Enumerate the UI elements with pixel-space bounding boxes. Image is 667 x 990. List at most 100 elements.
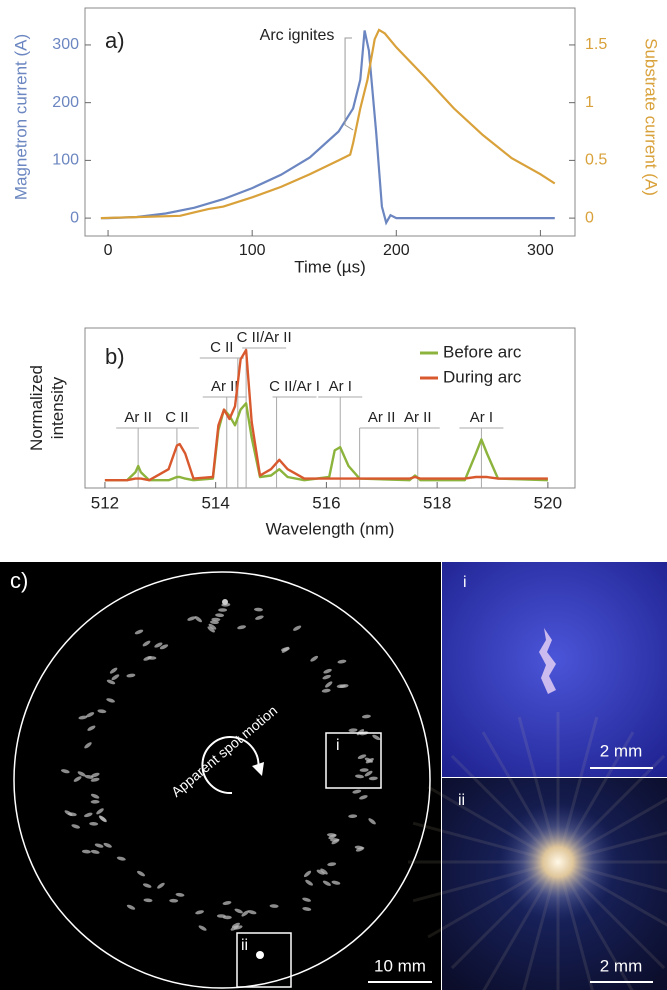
arc-spot bbox=[355, 846, 365, 852]
annotation: Ar II bbox=[211, 378, 239, 395]
legend-label: Before arc bbox=[443, 342, 522, 361]
annotation: Ar II bbox=[124, 409, 152, 426]
arc-spot bbox=[126, 904, 136, 910]
y-tick-label: 200 bbox=[52, 94, 79, 111]
arc-spot bbox=[64, 810, 73, 816]
arc-track bbox=[539, 628, 556, 694]
inset-label: i bbox=[463, 574, 467, 591]
y-axis-label-line: intensity bbox=[48, 376, 67, 439]
arc-spot bbox=[234, 908, 243, 914]
arc-spot bbox=[109, 667, 118, 674]
arc-spot bbox=[337, 659, 347, 664]
y2-tick-label: 1 bbox=[585, 94, 594, 111]
arc-spot bbox=[302, 907, 312, 911]
arc-spot bbox=[364, 770, 373, 777]
x-axis-label: Wavelength (nm) bbox=[266, 519, 395, 538]
arc-spot bbox=[305, 879, 313, 886]
arc-spot bbox=[211, 617, 221, 622]
arc-spot bbox=[216, 914, 226, 918]
arc-spot bbox=[78, 715, 88, 720]
y-axis-label: Magnetron current (A) bbox=[11, 34, 30, 200]
arc-spot bbox=[73, 776, 82, 782]
annotation-leader bbox=[344, 37, 354, 131]
arc-spot bbox=[159, 644, 169, 650]
y2-tick-label: 0.5 bbox=[585, 152, 607, 169]
arc-spot bbox=[157, 882, 165, 889]
arc-spot bbox=[324, 681, 333, 688]
arc-spot bbox=[60, 769, 70, 774]
scale-bar-label: 2 mm bbox=[600, 956, 643, 975]
arc-spot bbox=[143, 656, 152, 661]
data-line bbox=[100, 30, 555, 226]
arc-spot bbox=[322, 674, 331, 680]
arc-spot bbox=[143, 898, 153, 903]
arc-spot bbox=[348, 728, 358, 733]
arc-spot bbox=[207, 626, 215, 633]
arc-spot bbox=[81, 849, 91, 854]
arc-spot bbox=[218, 608, 228, 612]
arc-spot bbox=[241, 910, 249, 917]
scale-bar-label: 2 mm bbox=[600, 741, 643, 760]
arc-spot bbox=[339, 684, 349, 688]
annotation: C II/Ar I bbox=[269, 378, 320, 395]
arc-spot bbox=[331, 880, 341, 885]
data-line bbox=[100, 28, 556, 220]
arc-spot bbox=[106, 679, 116, 685]
arc-spot bbox=[303, 870, 312, 878]
arc-spot bbox=[90, 799, 100, 804]
arc-spot bbox=[195, 910, 204, 915]
annotation: Ar I bbox=[329, 378, 352, 395]
x-tick-label: 300 bbox=[527, 242, 554, 259]
arc-spot bbox=[352, 789, 362, 794]
y-axis-label-line: Normalized bbox=[27, 365, 46, 451]
panel-label: b) bbox=[105, 344, 125, 369]
arc-spot bbox=[84, 812, 93, 818]
arc-spot bbox=[106, 698, 115, 703]
arc-spot bbox=[222, 599, 228, 605]
arc-spot bbox=[255, 615, 264, 620]
arc-spot bbox=[90, 772, 100, 778]
zoom-box bbox=[325, 732, 382, 789]
x-tick-label: 512 bbox=[91, 493, 119, 512]
arc-spot bbox=[316, 869, 325, 875]
arc-spot bbox=[90, 793, 100, 799]
panel-label: c) bbox=[10, 568, 28, 593]
arc-spot bbox=[169, 898, 179, 903]
plot-frame bbox=[84, 327, 576, 489]
annotation: Ar II bbox=[368, 409, 396, 426]
y2-axis-label: Substrate current (A) bbox=[642, 38, 661, 196]
annotation: Ar I bbox=[470, 409, 493, 426]
x-tick-label: 518 bbox=[423, 493, 451, 512]
x-tick-label: 100 bbox=[239, 242, 266, 259]
y2-tick-label: 1.5 bbox=[585, 36, 607, 53]
arc-spot bbox=[222, 901, 232, 905]
arc-spot bbox=[328, 834, 337, 840]
y-tick-label: 300 bbox=[52, 36, 79, 53]
arc-spot bbox=[256, 951, 264, 959]
arc-spot bbox=[368, 818, 376, 825]
arc-spot bbox=[134, 629, 144, 635]
arc-spot bbox=[368, 776, 378, 781]
arc-spot bbox=[126, 673, 136, 678]
panel-label: a) bbox=[105, 28, 125, 53]
arc-spot bbox=[237, 625, 247, 630]
arc-spot bbox=[247, 910, 257, 915]
arc-spot bbox=[355, 774, 364, 779]
y-axis-label: Normalized intensity bbox=[27, 365, 67, 451]
arc-spot bbox=[96, 808, 104, 815]
arc-spot bbox=[142, 640, 151, 647]
motion-arrow bbox=[201, 736, 260, 795]
arc-spot bbox=[116, 856, 126, 861]
arc-spot bbox=[89, 821, 99, 826]
target-outline bbox=[13, 571, 431, 989]
arc-spot bbox=[94, 843, 104, 848]
arc-spot bbox=[90, 849, 100, 854]
arc-spot bbox=[269, 904, 279, 908]
arc-spot bbox=[280, 647, 290, 652]
arc-spot bbox=[320, 868, 328, 875]
arc-spot bbox=[302, 897, 311, 902]
arc-spot bbox=[90, 777, 100, 782]
annotation: Ar II bbox=[404, 409, 432, 426]
data-line bbox=[104, 348, 548, 482]
